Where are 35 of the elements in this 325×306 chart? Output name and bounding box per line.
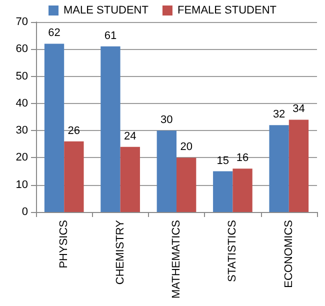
y-tick-label: 40 [16,97,28,110]
y-tick-label: 60 [16,43,28,56]
data-label: 30 [160,114,173,126]
bar [232,168,252,212]
bar [120,146,140,212]
data-label: 20 [180,141,192,154]
bar [213,171,233,212]
bar [176,158,196,212]
data-label: 32 [272,108,286,121]
data-label: 34 [292,103,305,116]
data-label: 15 [216,154,229,167]
bar [288,120,309,212]
y-tick-label: 50 [16,70,28,82]
data-label: 16 [236,152,249,164]
data-label: 62 [48,27,60,40]
bar [269,125,289,212]
data-label: 61 [104,30,117,42]
legend-label: FEMALE STUDENT [177,4,277,16]
x-tick-label: PHYSICS [58,220,70,268]
bar [100,46,120,212]
data-label: 26 [68,124,80,137]
x-tick-label: MATHEMATICS [170,220,182,298]
x-tick-label: CHEMISTRY [114,219,126,285]
y-tick-label: 0 [22,206,28,218]
y-tick-label: 70 [16,16,28,28]
x-tick-label: ECONOMICS [282,220,295,288]
y-tick-label: 30 [16,124,28,137]
bar [156,130,176,212]
bar [64,141,84,212]
y-tick-label: 20 [16,152,28,164]
bar [44,44,64,212]
y-tick-label: 10 [16,178,28,191]
x-tick-label: STATISTICS [226,220,239,282]
legend-label: MALE STUDENT [64,4,149,16]
data-label: 24 [124,130,136,142]
